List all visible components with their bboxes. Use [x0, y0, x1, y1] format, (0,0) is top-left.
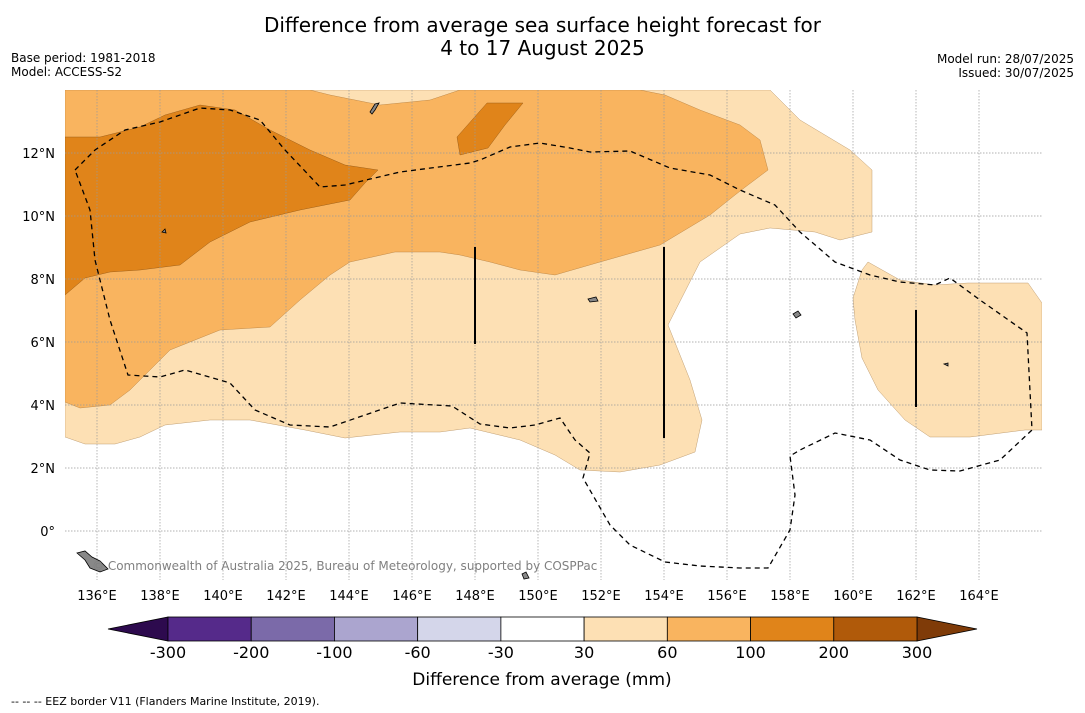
islands [76, 102, 949, 580]
colorbar-box [167, 616, 252, 642]
colorbar-box [250, 616, 335, 642]
lat-tick: 6°N [31, 336, 56, 351]
anomaly-region-100-200-west [65, 104, 379, 296]
title-line-2: 4 to 17 August 2025 [440, 36, 645, 60]
lon-tick: 154°E [644, 589, 684, 604]
colorbar-title: Difference from average (mm) [412, 670, 671, 690]
lon-tick: 146°E [392, 589, 432, 604]
colorbar-label: -60 [405, 643, 431, 662]
lat-tick: 4°N [31, 399, 56, 414]
lat-grid [65, 152, 1042, 532]
meta-right: Model run: 28/07/2025 Issued: 30/07/2025 [937, 52, 1074, 80]
marker-lines [474, 247, 917, 438]
meta-left: Base period: 1981-2018 Model: ACCESS-S2 [11, 51, 156, 79]
lon-tick: 162°E [896, 589, 936, 604]
lon-tick: 148°E [455, 589, 495, 604]
colorbar-under-arrow [107, 616, 169, 642]
colorbar-label: -200 [233, 643, 269, 662]
island-new-guinea-north [76, 550, 109, 573]
eez-footnote: -- -- -- EEZ border V11 (Flanders Marine… [11, 695, 320, 708]
colorbar-box [500, 616, 585, 642]
lat-tick: 2°N [31, 462, 56, 477]
lon-tick: 156°E [707, 589, 747, 604]
lon-grid [96, 90, 980, 580]
island-manus [521, 571, 530, 580]
base-period: Base period: 1981-2018 [11, 51, 156, 65]
lon-tick: 140°E [203, 589, 243, 604]
lat-tick-labels: 12°N 10°N 8°N 6°N 4°N 2°N 0° [22, 147, 55, 540]
anomaly-region-30-60-east [852, 261, 1042, 438]
model-run: Model run: 28/07/2025 [936, 52, 1074, 66]
island-pohnpei [792, 310, 802, 319]
lon-tick: 144°E [329, 589, 369, 604]
lon-tick: 158°E [770, 589, 810, 604]
copyright-credit: © Commonwealth of Australia 2025, Bureau… [92, 559, 597, 573]
colorbar-box [750, 616, 835, 642]
island-yap [161, 228, 167, 234]
colorbar-label: -30 [488, 643, 514, 662]
colorbar-label: 100 [735, 643, 766, 662]
colorbar-box [666, 616, 751, 642]
anomaly-region-100-200-north [456, 102, 524, 156]
colorbar-boxes [167, 616, 918, 642]
lon-tick: 142°E [266, 589, 306, 604]
map-title: Difference from average sea surface heig… [0, 14, 1085, 60]
colorbar-label: -300 [150, 643, 186, 662]
eez-border [74, 107, 1033, 569]
colorbar-label: 30 [574, 643, 594, 662]
colorbar-box [833, 616, 918, 642]
model-name: Model: ACCESS-S2 [11, 65, 123, 79]
lat-tick: 8°N [31, 273, 56, 288]
colorbar-label: 200 [819, 643, 850, 662]
lon-tick: 136°E [77, 589, 117, 604]
colorbar-box [417, 616, 502, 642]
island-palau [369, 102, 380, 115]
issued-date: Issued: 30/07/2025 [958, 66, 1074, 80]
lat-tick: 12°N [22, 147, 55, 162]
colorbar-over-arrow [916, 616, 978, 642]
colorbar-label: -100 [316, 643, 352, 662]
lat-tick: 10°N [22, 210, 55, 225]
lon-tick: 150°E [518, 589, 558, 604]
colorbar-labels: -300 -200 -100 -60 -30 30 60 100 200 300 [150, 643, 932, 662]
map-area: © Commonwealth of Australia 2025, Bureau… [65, 90, 1042, 580]
lon-tick: 164°E [959, 589, 999, 604]
lon-tick-labels: 136°E 138°E 140°E 142°E 144°E 146°E 148°… [77, 589, 999, 604]
lon-tick: 152°E [581, 589, 621, 604]
colorbar-box [334, 616, 419, 642]
island-kosrae [942, 362, 949, 367]
lon-tick: 138°E [140, 589, 180, 604]
lon-tick: 160°E [833, 589, 873, 604]
lat-tick: 0° [40, 525, 55, 540]
colorbar-label: 300 [902, 643, 933, 662]
title-line-1: Difference from average sea surface heig… [263, 13, 822, 37]
island-chuuk [587, 296, 599, 303]
colorbar-label: 60 [657, 643, 677, 662]
colorbar: -300 -200 -100 -60 -30 30 60 100 200 300 Differen… [107, 616, 978, 690]
colorbar-box [583, 616, 668, 642]
